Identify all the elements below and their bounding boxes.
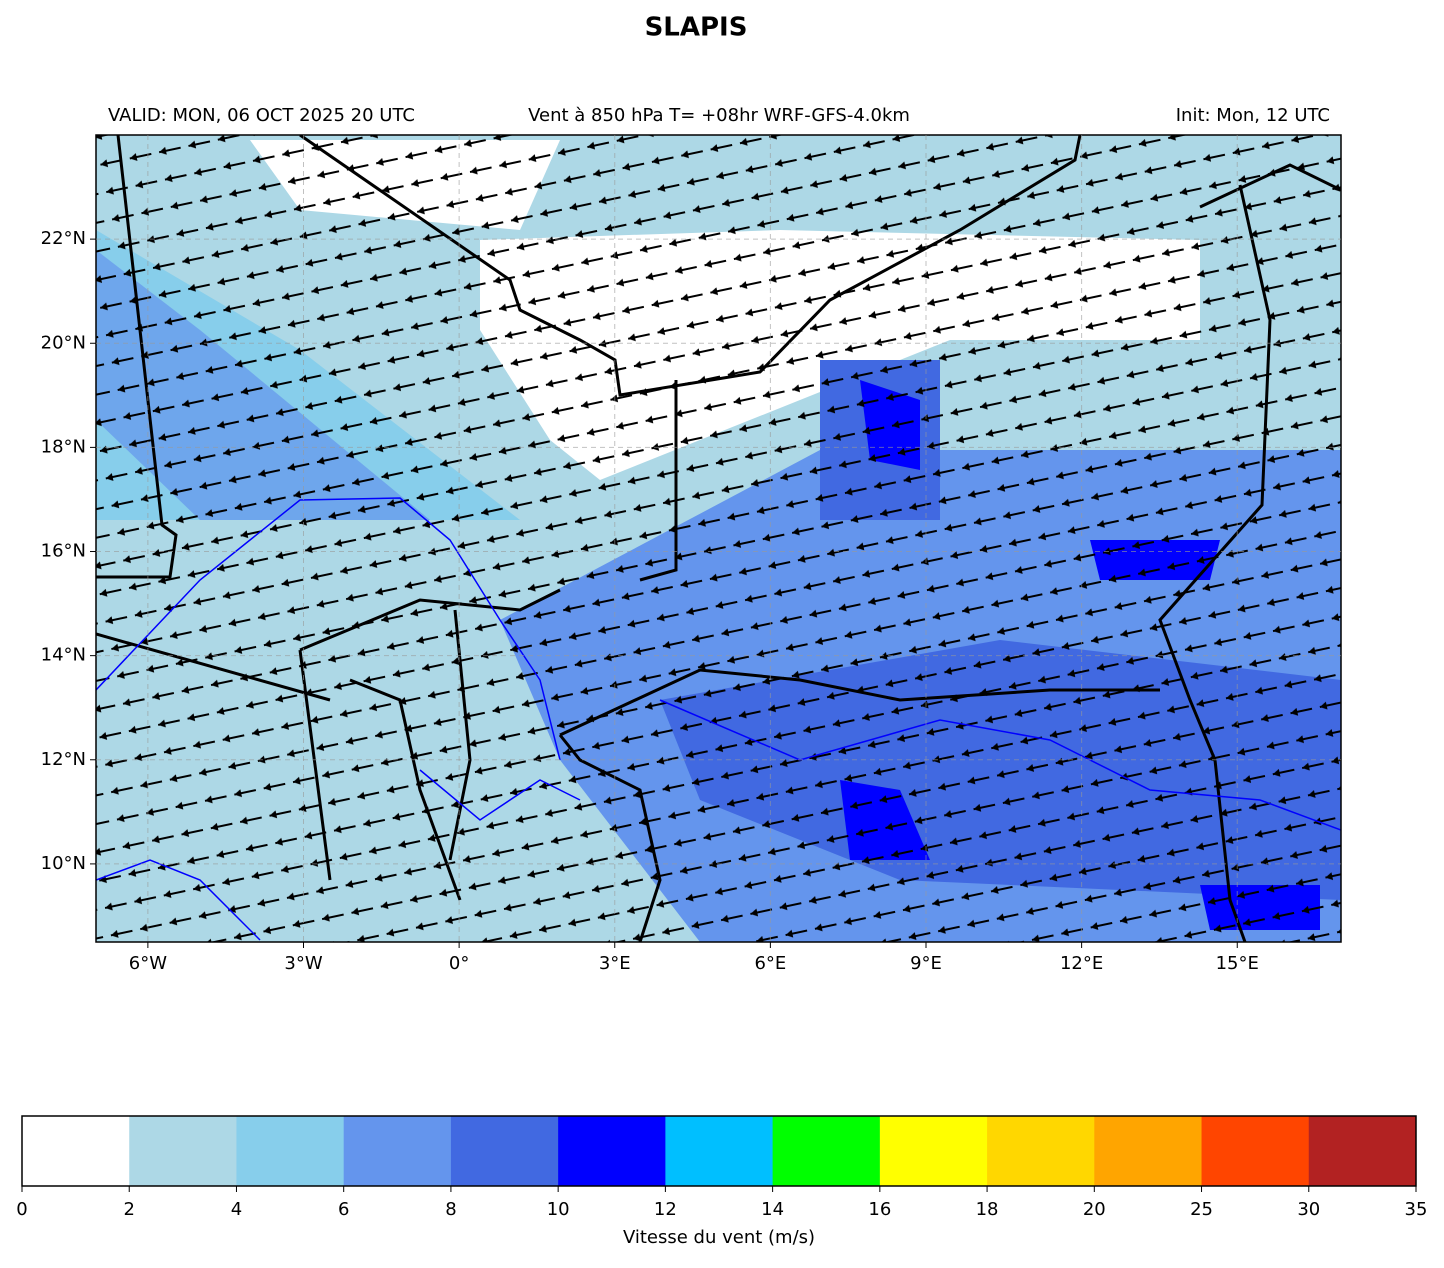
colorbar-bin: [343, 1116, 452, 1186]
map-frame: [95, 134, 1342, 943]
colorbar-bin: [236, 1116, 345, 1186]
y-tick-label: 14°N: [41, 645, 86, 666]
x-tick-label: 15°E: [1216, 953, 1259, 974]
x-tick-label: 9°E: [910, 953, 942, 974]
colorbar-tick-label: 6: [338, 1199, 349, 1220]
colorbar-bin: [772, 1116, 881, 1186]
colorbar-tick-label: 35: [1405, 1199, 1428, 1220]
colorbar-bin: [665, 1116, 774, 1186]
colorbar-bin: [987, 1116, 1095, 1186]
colorbar-tick-label: 4: [231, 1199, 242, 1220]
admin-border: [96, 497, 1341, 941]
colorbar-tick-label: 2: [124, 1199, 135, 1220]
y-tick-label: 20°N: [41, 332, 86, 353]
graticule: 6°W 3°W 0° 3°E 6°E 9°E 12°E 15°E 10°N 12°N 14°N 16°…: [41, 135, 1341, 974]
colorbar: 0 2 4 6 8 10 12 14 16 18 20 25 30 35: [16, 1115, 1428, 1220]
colorbar-frame: [21, 1115, 1417, 1187]
colorbar-tick-label: 20: [1083, 1199, 1106, 1220]
title: SLAPIS: [645, 13, 748, 43]
x-tick-label: 3°E: [599, 953, 631, 974]
colorbar-tick-label: 30: [1297, 1199, 1320, 1220]
colorbar-bin: [879, 1116, 988, 1186]
map-field: [96, 135, 1341, 942]
y-tick-label: 18°N: [41, 436, 86, 457]
init-time: Init: Mon, 12 UTC: [1176, 105, 1330, 126]
colorbar-label: Vitesse du vent (m/s): [623, 1227, 815, 1248]
x-tick-label: 0°: [449, 953, 469, 974]
colorbar-tick-label: 12: [654, 1199, 677, 1220]
colorbar-bin: [1201, 1116, 1310, 1186]
colorbar-bin: [1308, 1116, 1417, 1186]
subtitle: Vent à 850 hPa T= +08hr WRF-GFS-4.0km: [528, 105, 910, 126]
y-tick-label: 12°N: [41, 749, 86, 770]
y-tick-label: 16°N: [41, 541, 86, 562]
x-tick-label: 6°E: [754, 953, 786, 974]
colorbar-tick-label: 10: [547, 1199, 570, 1220]
x-tick-label: 3°W: [284, 953, 322, 974]
colorbar-bin: [129, 1116, 237, 1186]
colorbar-tick-label: 8: [445, 1199, 456, 1220]
colorbar-tick-label: 18: [976, 1199, 999, 1220]
y-tick-label: 22°N: [41, 228, 86, 249]
y-tick-label: 10°N: [41, 853, 86, 874]
x-tick-label: 6°W: [129, 953, 167, 974]
colorbar-tick-label: 25: [1190, 1199, 1213, 1220]
colorbar-tick-label: 0: [16, 1199, 27, 1220]
wind-vectors: [96, 135, 1341, 942]
colorbar-bin: [22, 1116, 130, 1186]
colorbar-tick-label: 14: [761, 1199, 784, 1220]
x-tick-label: 12°E: [1060, 953, 1103, 974]
colorbar-tick-label: 16: [868, 1199, 891, 1220]
colorbar-bin: [450, 1116, 559, 1186]
valid-time: VALID: MON, 06 OCT 2025 20 UTC: [108, 105, 415, 126]
colorbar-bin: [558, 1116, 666, 1186]
colorbar-bin: [1094, 1116, 1203, 1186]
